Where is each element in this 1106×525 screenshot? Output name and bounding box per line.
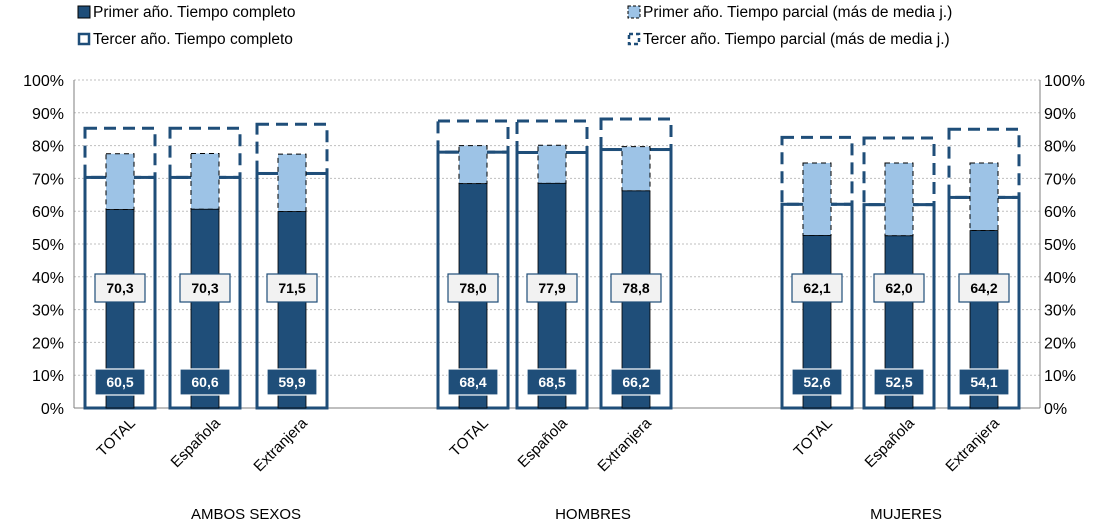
- bar-first-year-part-time: [802, 162, 832, 236]
- legend-label: Primer año. Tiempo completo: [93, 4, 295, 21]
- data-label-first-year: 60,5: [106, 374, 133, 390]
- data-label-bg-third-year: [958, 273, 1010, 303]
- x-category-label: TOTAL: [94, 415, 139, 460]
- x-category-label: Extranjera: [942, 414, 1003, 475]
- bar-first-year-part-time: [105, 153, 135, 211]
- data-label-third-year: 77,9: [538, 280, 565, 296]
- y-tick-label-left: 40%: [32, 270, 64, 287]
- bar-first-year-part-time: [190, 152, 220, 210]
- data-label-third-year: 70,3: [106, 280, 133, 296]
- data-label-third-year: 62,1: [803, 280, 830, 296]
- x-category-label: Extranjera: [594, 414, 655, 475]
- x-category-label: Extranjera: [250, 414, 311, 475]
- legend-swatch: [627, 5, 641, 19]
- data-label-third-year: 78,0: [459, 280, 486, 296]
- x-group-label: AMBOS SEXOS: [191, 506, 301, 523]
- data-label-bg-third-year: [266, 273, 318, 303]
- legend-label: Tercer año. Tiempo parcial (más de media…: [643, 31, 950, 48]
- data-label-first-year: 66,2: [622, 374, 649, 390]
- data-label-bg-third-year: [179, 273, 231, 303]
- y-tick-label-right: 40%: [1044, 270, 1076, 287]
- y-tick-label-left: 70%: [32, 171, 64, 188]
- data-label-bg-first-year: [873, 368, 925, 396]
- data-label-bg-first-year: [958, 368, 1010, 396]
- y-tick-label-right: 90%: [1044, 106, 1076, 123]
- data-label-first-year: 68,5: [538, 374, 565, 390]
- data-label-first-year: 52,5: [885, 374, 912, 390]
- legend-swatch: [627, 32, 641, 46]
- data-label-bg-first-year: [526, 368, 578, 396]
- data-label-bg-first-year: [179, 368, 231, 396]
- legend-swatch: [77, 32, 91, 46]
- x-category-label: TOTAL: [447, 415, 492, 460]
- x-category-label: Española: [515, 414, 572, 471]
- y-tick-label-left: 100%: [23, 73, 64, 90]
- data-label-third-year: 78,8: [622, 280, 649, 296]
- y-tick-label-left: 20%: [32, 335, 64, 352]
- data-label-bg-first-year: [94, 368, 146, 396]
- data-label-bg-third-year: [610, 273, 662, 303]
- bar-first-year-part-time: [537, 144, 567, 184]
- y-tick-label-right: 60%: [1044, 204, 1076, 221]
- y-tick-label-left: 30%: [32, 303, 64, 320]
- data-label-first-year: 52,6: [803, 374, 830, 390]
- x-category-label: Española: [862, 414, 919, 471]
- y-tick-label-right: 0%: [1044, 401, 1067, 418]
- data-label-bg-first-year: [447, 368, 499, 396]
- data-label-bg-third-year: [791, 273, 843, 303]
- bar-first-year-part-time: [458, 145, 488, 185]
- data-label-bg-third-year: [447, 273, 499, 303]
- y-tick-label-right: 20%: [1044, 335, 1076, 352]
- data-label-first-year: 68,4: [459, 374, 486, 390]
- x-category-label: TOTAL: [791, 415, 836, 460]
- data-label-third-year: 62,0: [885, 280, 912, 296]
- data-label-third-year: 64,2: [970, 280, 997, 296]
- bar-first-year-part-time: [884, 162, 914, 237]
- data-label-bg-first-year: [791, 368, 843, 396]
- data-label-bg-first-year: [610, 368, 662, 396]
- legend-label: Tercer año. Tiempo completo: [93, 31, 293, 48]
- y-tick-label-right: 30%: [1044, 303, 1076, 320]
- y-tick-label-right: 80%: [1044, 139, 1076, 156]
- y-tick-label-left: 80%: [32, 139, 64, 156]
- y-tick-label-right: 70%: [1044, 171, 1076, 188]
- x-group-label: HOMBRES: [555, 506, 631, 523]
- data-label-bg-third-year: [526, 273, 578, 303]
- x-group-label: MUJERES: [870, 506, 942, 523]
- bar-first-year-part-time: [621, 146, 651, 192]
- data-label-bg-third-year: [94, 273, 146, 303]
- data-label-bg-third-year: [873, 273, 925, 303]
- data-label-first-year: 54,1: [970, 374, 997, 390]
- data-label-third-year: 70,3: [191, 280, 218, 296]
- data-label-third-year: 71,5: [278, 280, 305, 296]
- x-category-label: Española: [168, 414, 225, 471]
- data-label-first-year: 59,9: [278, 374, 305, 390]
- y-tick-label-right: 10%: [1044, 368, 1076, 385]
- y-tick-label-right: 100%: [1044, 73, 1085, 90]
- y-tick-label-left: 0%: [41, 401, 64, 418]
- y-tick-label-left: 10%: [32, 368, 64, 385]
- data-label-first-year: 60,6: [191, 374, 218, 390]
- y-tick-label-left: 50%: [32, 237, 64, 254]
- data-label-bg-first-year: [266, 368, 318, 396]
- bar-first-year-part-time: [277, 153, 307, 213]
- bar-third-year-part-time: [599, 117, 673, 152]
- y-tick-label-left: 90%: [32, 106, 64, 123]
- y-tick-label-right: 50%: [1044, 237, 1076, 254]
- legend-swatch: [77, 5, 91, 19]
- bar-first-year-part-time: [969, 162, 999, 232]
- legend-label: Primer año. Tiempo parcial (más de media…: [643, 4, 952, 21]
- y-tick-label-left: 60%: [32, 204, 64, 221]
